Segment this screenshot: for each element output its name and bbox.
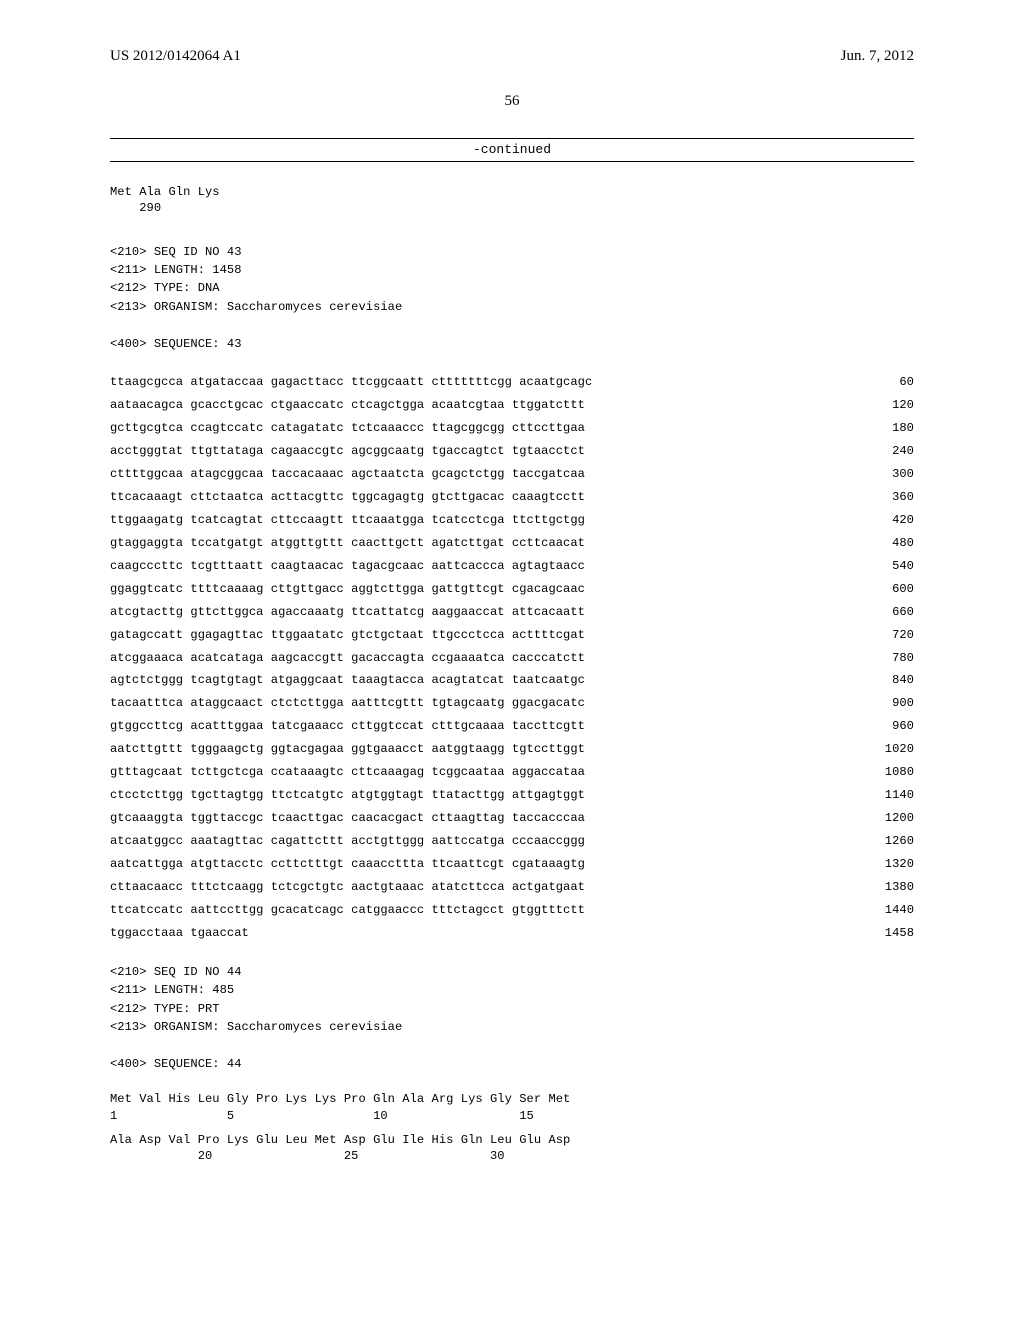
seq43-metadata: <210> SEQ ID NO 43 <211> LENGTH: 1458 <2… — [110, 243, 914, 353]
page-header: US 2012/0142064 A1 Jun. 7, 2012 — [110, 48, 914, 65]
protein-residues: Ala Asp Val Pro Lys Glu Leu Met Asp Glu … — [110, 1132, 914, 1148]
dna-seq: cttttggcaa atagcggcaa taccacaaac agctaat… — [110, 463, 585, 486]
protein-residues: Met Ala Gln Lys — [110, 184, 914, 200]
dna-line: atcggaaaca acatcataga aagcaccgtt gacacca… — [110, 647, 914, 670]
dna-line: tggacctaaa tgaaccat 1458 — [110, 922, 914, 945]
dna-seq: cttaacaacc tttctcaagg tctcgctgtc aactgta… — [110, 876, 585, 899]
dna-line: ggaggtcatc ttttcaaaag cttgttgacc aggtctt… — [110, 578, 914, 601]
dna-pos: 1020 — [867, 738, 914, 761]
pub-date: Jun. 7, 2012 — [841, 48, 914, 65]
dna-pos: 720 — [874, 624, 914, 647]
dna-line: aatcttgttt tgggaagctg ggtacgagaa ggtgaaa… — [110, 738, 914, 761]
dna-seq: ttcatccatc aattccttgg gcacatcagc catggaa… — [110, 899, 585, 922]
protein-sequence-block: Met Val His Leu Gly Pro Lys Lys Pro Gln … — [110, 1091, 914, 1164]
dna-seq: tggacctaaa tgaaccat — [110, 922, 249, 945]
continued-rule: -continued — [110, 138, 914, 162]
dna-line: ttcacaaagt cttctaatca acttacgttc tggcaga… — [110, 486, 914, 509]
dna-seq: ggaggtcatc ttttcaaaag cttgttgacc aggtctt… — [110, 578, 585, 601]
dna-line: acctgggtat ttgttataga cagaaccgtc agcggca… — [110, 440, 914, 463]
dna-line: agtctctggg tcagtgtagt atgaggcaat taaagta… — [110, 669, 914, 692]
page: US 2012/0142064 A1 Jun. 7, 2012 56 -cont… — [0, 0, 1024, 1320]
dna-line: ttggaagatg tcatcagtat cttccaagtt ttcaaat… — [110, 509, 914, 532]
dna-seq: gtaggaggta tccatgatgt atggttgttt caacttg… — [110, 532, 585, 555]
dna-seq: aatcttgttt tgggaagctg ggtacgagaa ggtgaaa… — [110, 738, 585, 761]
top-protein-fragment: Met Ala Gln Lys 290 — [110, 184, 914, 217]
dna-pos: 420 — [874, 509, 914, 532]
dna-sequence-block: ttaagcgcca atgataccaa gagacttacc ttcggca… — [110, 371, 914, 945]
dna-line: cttttggcaa atagcggcaa taccacaaac agctaat… — [110, 463, 914, 486]
dna-pos: 960 — [874, 715, 914, 738]
protein-numbers: 20 25 30 — [110, 1148, 914, 1164]
dna-pos: 360 — [874, 486, 914, 509]
dna-seq: aatcattgga atgttacctc ccttctttgt caaacct… — [110, 853, 585, 876]
dna-seq: caagcccttc tcgtttaatt caagtaacac tagacgc… — [110, 555, 585, 578]
dna-line: aatcattgga atgttacctc ccttctttgt caaacct… — [110, 853, 914, 876]
dna-pos: 840 — [874, 669, 914, 692]
dna-line: gtggccttcg acatttggaa tatcgaaacc cttggtc… — [110, 715, 914, 738]
dna-line: tacaatttca ataggcaact ctctcttgga aatttcg… — [110, 692, 914, 715]
dna-seq: agtctctggg tcagtgtagt atgaggcaat taaagta… — [110, 669, 585, 692]
protein-line: Met Val His Leu Gly Pro Lys Lys Pro Gln … — [110, 1091, 914, 1124]
dna-pos: 1380 — [867, 876, 914, 899]
dna-pos: 780 — [874, 647, 914, 670]
dna-seq: gatagccatt ggagagttac ttggaatatc gtctgct… — [110, 624, 585, 647]
dna-pos: 240 — [874, 440, 914, 463]
dna-seq: acctgggtat ttgttataga cagaaccgtc agcggca… — [110, 440, 585, 463]
dna-line: atcgtacttg gttcttggca agaccaaatg ttcatta… — [110, 601, 914, 624]
dna-pos: 1200 — [867, 807, 914, 830]
dna-line: gatagccatt ggagagttac ttggaatatc gtctgct… — [110, 624, 914, 647]
dna-pos: 540 — [874, 555, 914, 578]
protein-numbers: 290 — [110, 200, 914, 216]
dna-line: gtaggaggta tccatgatgt atggttgttt caacttg… — [110, 532, 914, 555]
dna-line: cttaacaacc tttctcaagg tctcgctgtc aactgta… — [110, 876, 914, 899]
continued-label: -continued — [110, 142, 914, 157]
dna-seq: gtggccttcg acatttggaa tatcgaaacc cttggtc… — [110, 715, 585, 738]
protein-numbers: 1 5 10 15 — [110, 1108, 914, 1124]
dna-line: aataacagca gcacctgcac ctgaaccatc ctcagct… — [110, 394, 914, 417]
dna-pos: 600 — [874, 578, 914, 601]
dna-pos: 300 — [874, 463, 914, 486]
dna-line: caagcccttc tcgtttaatt caagtaacac tagacgc… — [110, 555, 914, 578]
dna-pos: 60 — [881, 371, 914, 394]
dna-seq: ctcctcttgg tgcttagtgg ttctcatgtc atgtggt… — [110, 784, 585, 807]
dna-pos: 180 — [874, 417, 914, 440]
dna-line: ttcatccatc aattccttgg gcacatcagc catggaa… — [110, 899, 914, 922]
dna-line: ctcctcttgg tgcttagtgg ttctcatgtc atgtggt… — [110, 784, 914, 807]
dna-line: ttaagcgcca atgataccaa gagacttacc ttcggca… — [110, 371, 914, 394]
page-number: 56 — [110, 93, 914, 110]
dna-pos: 1140 — [867, 784, 914, 807]
dna-seq: gtcaaaggta tggttaccgc tcaacttgac caacacg… — [110, 807, 585, 830]
dna-seq: gcttgcgtca ccagtccatc catagatatc tctcaaa… — [110, 417, 585, 440]
dna-pos: 1080 — [867, 761, 914, 784]
dna-seq: tacaatttca ataggcaact ctctcttgga aatttcg… — [110, 692, 585, 715]
dna-pos: 480 — [874, 532, 914, 555]
dna-line: gtcaaaggta tggttaccgc tcaacttgac caacacg… — [110, 807, 914, 830]
dna-line: atcaatggcc aaatagttac cagattcttt acctgtt… — [110, 830, 914, 853]
dna-seq: ttaagcgcca atgataccaa gagacttacc ttcggca… — [110, 371, 592, 394]
dna-seq: atcgtacttg gttcttggca agaccaaatg ttcatta… — [110, 601, 585, 624]
protein-residues: Met Val His Leu Gly Pro Lys Lys Pro Gln … — [110, 1091, 914, 1107]
dna-pos: 1458 — [867, 922, 914, 945]
dna-seq: ttcacaaagt cttctaatca acttacgttc tggcaga… — [110, 486, 585, 509]
dna-pos: 1440 — [867, 899, 914, 922]
dna-seq: aataacagca gcacctgcac ctgaaccatc ctcagct… — [110, 394, 585, 417]
dna-pos: 120 — [874, 394, 914, 417]
seq44-metadata: <210> SEQ ID NO 44 <211> LENGTH: 485 <21… — [110, 963, 914, 1073]
dna-pos: 1320 — [867, 853, 914, 876]
dna-pos: 1260 — [867, 830, 914, 853]
dna-pos: 900 — [874, 692, 914, 715]
pub-number: US 2012/0142064 A1 — [110, 48, 241, 65]
dna-seq: ttggaagatg tcatcagtat cttccaagtt ttcaaat… — [110, 509, 585, 532]
dna-seq: atcggaaaca acatcataga aagcaccgtt gacacca… — [110, 647, 585, 670]
dna-pos: 660 — [874, 601, 914, 624]
protein-line: Ala Asp Val Pro Lys Glu Leu Met Asp Glu … — [110, 1132, 914, 1165]
dna-seq: gtttagcaat tcttgctcga ccataaagtc cttcaaa… — [110, 761, 585, 784]
dna-seq: atcaatggcc aaatagttac cagattcttt acctgtt… — [110, 830, 585, 853]
dna-line: gtttagcaat tcttgctcga ccataaagtc cttcaaa… — [110, 761, 914, 784]
dna-line: gcttgcgtca ccagtccatc catagatatc tctcaaa… — [110, 417, 914, 440]
